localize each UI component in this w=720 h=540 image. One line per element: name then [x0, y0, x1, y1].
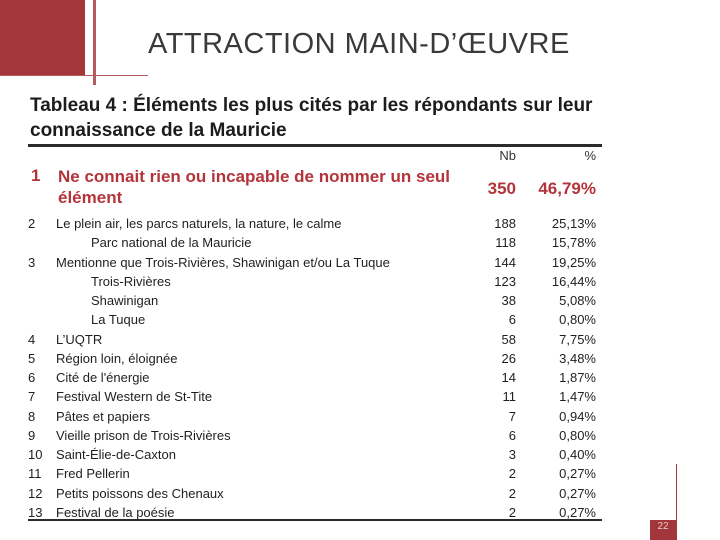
table-row: 8 Pâtes et papiers 7 0,94% [28, 407, 602, 426]
row-percent: 1,47% [559, 389, 596, 405]
table-row: Shawinigan 38 5,08% [28, 291, 602, 310]
row-number: 4 [28, 331, 36, 347]
row-number: 11 [28, 466, 42, 482]
table-row: La Tuque 6 0,80% [28, 310, 602, 329]
table-row: 5 Région loin, éloignée 26 3,48% [28, 349, 602, 368]
row-label: Région loin, éloignée [56, 350, 178, 366]
table-row: Trois-Rivières 123 16,44% [28, 272, 602, 291]
row-label: Cité de l'énergie [56, 370, 150, 385]
decorative-vertical-line [93, 0, 96, 85]
decorative-corner-block [0, 0, 85, 75]
row-number: 12 [28, 485, 43, 501]
row-percent: 0,80% [559, 427, 596, 443]
row-number: 5 [28, 350, 36, 366]
row-nb: 118 [495, 235, 516, 251]
row-percent: 19,25% [551, 254, 596, 270]
row-label: Saint-Élie-de-Caxton [56, 447, 176, 462]
table-row: Parc national de la Mauricie 118 15,78% [28, 233, 602, 252]
page-number: 22 [657, 521, 669, 532]
row-number: 2 [28, 216, 36, 231]
row-number: 10 [28, 447, 43, 462]
row-nb: 6 [508, 312, 516, 328]
row-number: 13 [28, 504, 43, 520]
row-percent: 0,40% [559, 447, 596, 462]
row-nb: 2 [508, 485, 516, 501]
row-nb: 26 [501, 350, 516, 366]
page-number-box [650, 520, 676, 540]
row-label: Petits poissons des Chenaux [56, 485, 224, 501]
row-label: Fred Pellerin [56, 466, 130, 482]
row-percent: 0,27% [559, 485, 596, 501]
row-percent: 0,80% [559, 312, 596, 328]
row-label: Shawinigan [91, 293, 159, 308]
decorative-horizontal-line [0, 75, 148, 76]
row-number: 9 [28, 427, 36, 443]
row-label: Festival Western de St-Tite [56, 389, 213, 405]
row-label: Parc national de la Mauricie [91, 235, 252, 251]
table-title: Tableau 4 : Éléments les plus cités par … [30, 95, 593, 141]
table-row: 7 Festival Western de St-Tite 11 1,47% [28, 387, 602, 406]
table-row: 9 Vieille prison de Trois-Rivières 6 0,80% [28, 426, 602, 445]
row-nb: 2 [508, 466, 516, 482]
row-label: La Tuque [91, 312, 146, 328]
highlight-row-nb: 350 [487, 179, 516, 198]
highlight-row-percent: 46,79% [538, 179, 596, 198]
row-percent: 0,94% [559, 408, 596, 424]
column-header-percent: % [584, 148, 596, 163]
slide-title: ATTRACTION MAIN-D’ŒUVRE [148, 28, 570, 60]
table-row: 11 Fred Pellerin 2 0,27% [28, 464, 602, 483]
decorative-corner-line [676, 464, 677, 540]
row-percent: 16,44% [551, 273, 596, 289]
table-row: 3 Mentionne que Trois-Rivières, Shawiniga… [28, 253, 602, 272]
row-label: Le plein air, les parcs naturels, la nat… [56, 216, 342, 231]
column-header-nb: Nb [499, 148, 516, 163]
row-number: 3 [28, 254, 36, 270]
table-body: 2 Le plein air, les parcs naturels, la na… [28, 214, 602, 522]
table-row: 2 Le plein air, les parcs naturels, la na… [28, 214, 602, 233]
row-label: L’UQTR [56, 331, 103, 347]
row-nb: 123 [494, 273, 516, 289]
row-nb: 14 [501, 370, 516, 385]
row-number: 7 [28, 389, 36, 405]
row-percent: 0,27% [559, 466, 596, 482]
row-nb: 11 [502, 389, 517, 405]
row-percent: 3,48% [559, 350, 596, 366]
highlight-row-label: Ne connait rien ou incapable de nommer u… [58, 167, 451, 207]
row-label: Festival de la poésie [56, 504, 175, 520]
highlight-row-number: 1 [31, 166, 41, 185]
row-nb: 2 [508, 504, 516, 520]
row-label: Mentionne que Trois-Rivières, Shawinigan… [56, 254, 390, 270]
table-row: 10 Saint-Élie-de-Caxton 3 0,40% [28, 445, 602, 464]
table-row: 4 L’UQTR 58 7,75% [28, 330, 602, 349]
table-bottom-rule [28, 519, 602, 521]
table-top-rule [28, 144, 602, 147]
row-percent: 5,08% [559, 293, 596, 308]
table-row: 6 Cité de l'énergie 14 1,87% [28, 368, 602, 387]
row-percent: 25,13% [551, 216, 596, 231]
row-number: 8 [28, 408, 36, 424]
row-label: Vieille prison de Trois-Rivières [56, 427, 231, 443]
row-nb: 188 [494, 216, 516, 231]
row-percent: 15,78% [551, 235, 596, 251]
row-number: 6 [28, 370, 36, 385]
row-percent: 1,87% [559, 370, 596, 385]
row-percent: 0,27% [559, 504, 596, 520]
row-nb: 7 [508, 408, 516, 424]
table-row: 12 Petits poissons des Chenaux 2 0,27% [28, 484, 602, 503]
row-nb: 38 [501, 293, 516, 308]
row-percent: 7,75% [559, 331, 596, 347]
row-label: Pâtes et papiers [56, 408, 150, 424]
row-nb: 6 [508, 427, 516, 443]
row-nb: 3 [508, 447, 516, 462]
row-nb: 58 [501, 331, 516, 347]
row-nb: 144 [494, 254, 516, 270]
table-row: 13 Festival de la poésie 2 0,27% [28, 503, 602, 522]
row-label: Trois-Rivières [91, 273, 171, 289]
